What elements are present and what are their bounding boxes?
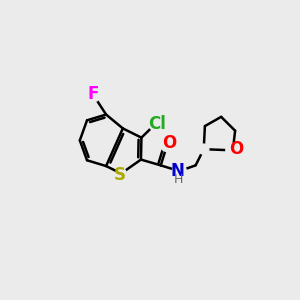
Text: Cl: Cl bbox=[148, 115, 166, 133]
Text: F: F bbox=[88, 85, 99, 103]
Text: N: N bbox=[170, 162, 184, 180]
Circle shape bbox=[86, 88, 100, 102]
Circle shape bbox=[226, 143, 240, 157]
Circle shape bbox=[160, 138, 174, 152]
Text: O: O bbox=[229, 140, 243, 158]
Circle shape bbox=[148, 117, 163, 131]
Circle shape bbox=[199, 144, 209, 154]
Text: H: H bbox=[173, 173, 183, 186]
Circle shape bbox=[116, 168, 126, 178]
Circle shape bbox=[172, 164, 186, 178]
Text: S: S bbox=[114, 166, 126, 184]
Text: O: O bbox=[162, 134, 176, 152]
